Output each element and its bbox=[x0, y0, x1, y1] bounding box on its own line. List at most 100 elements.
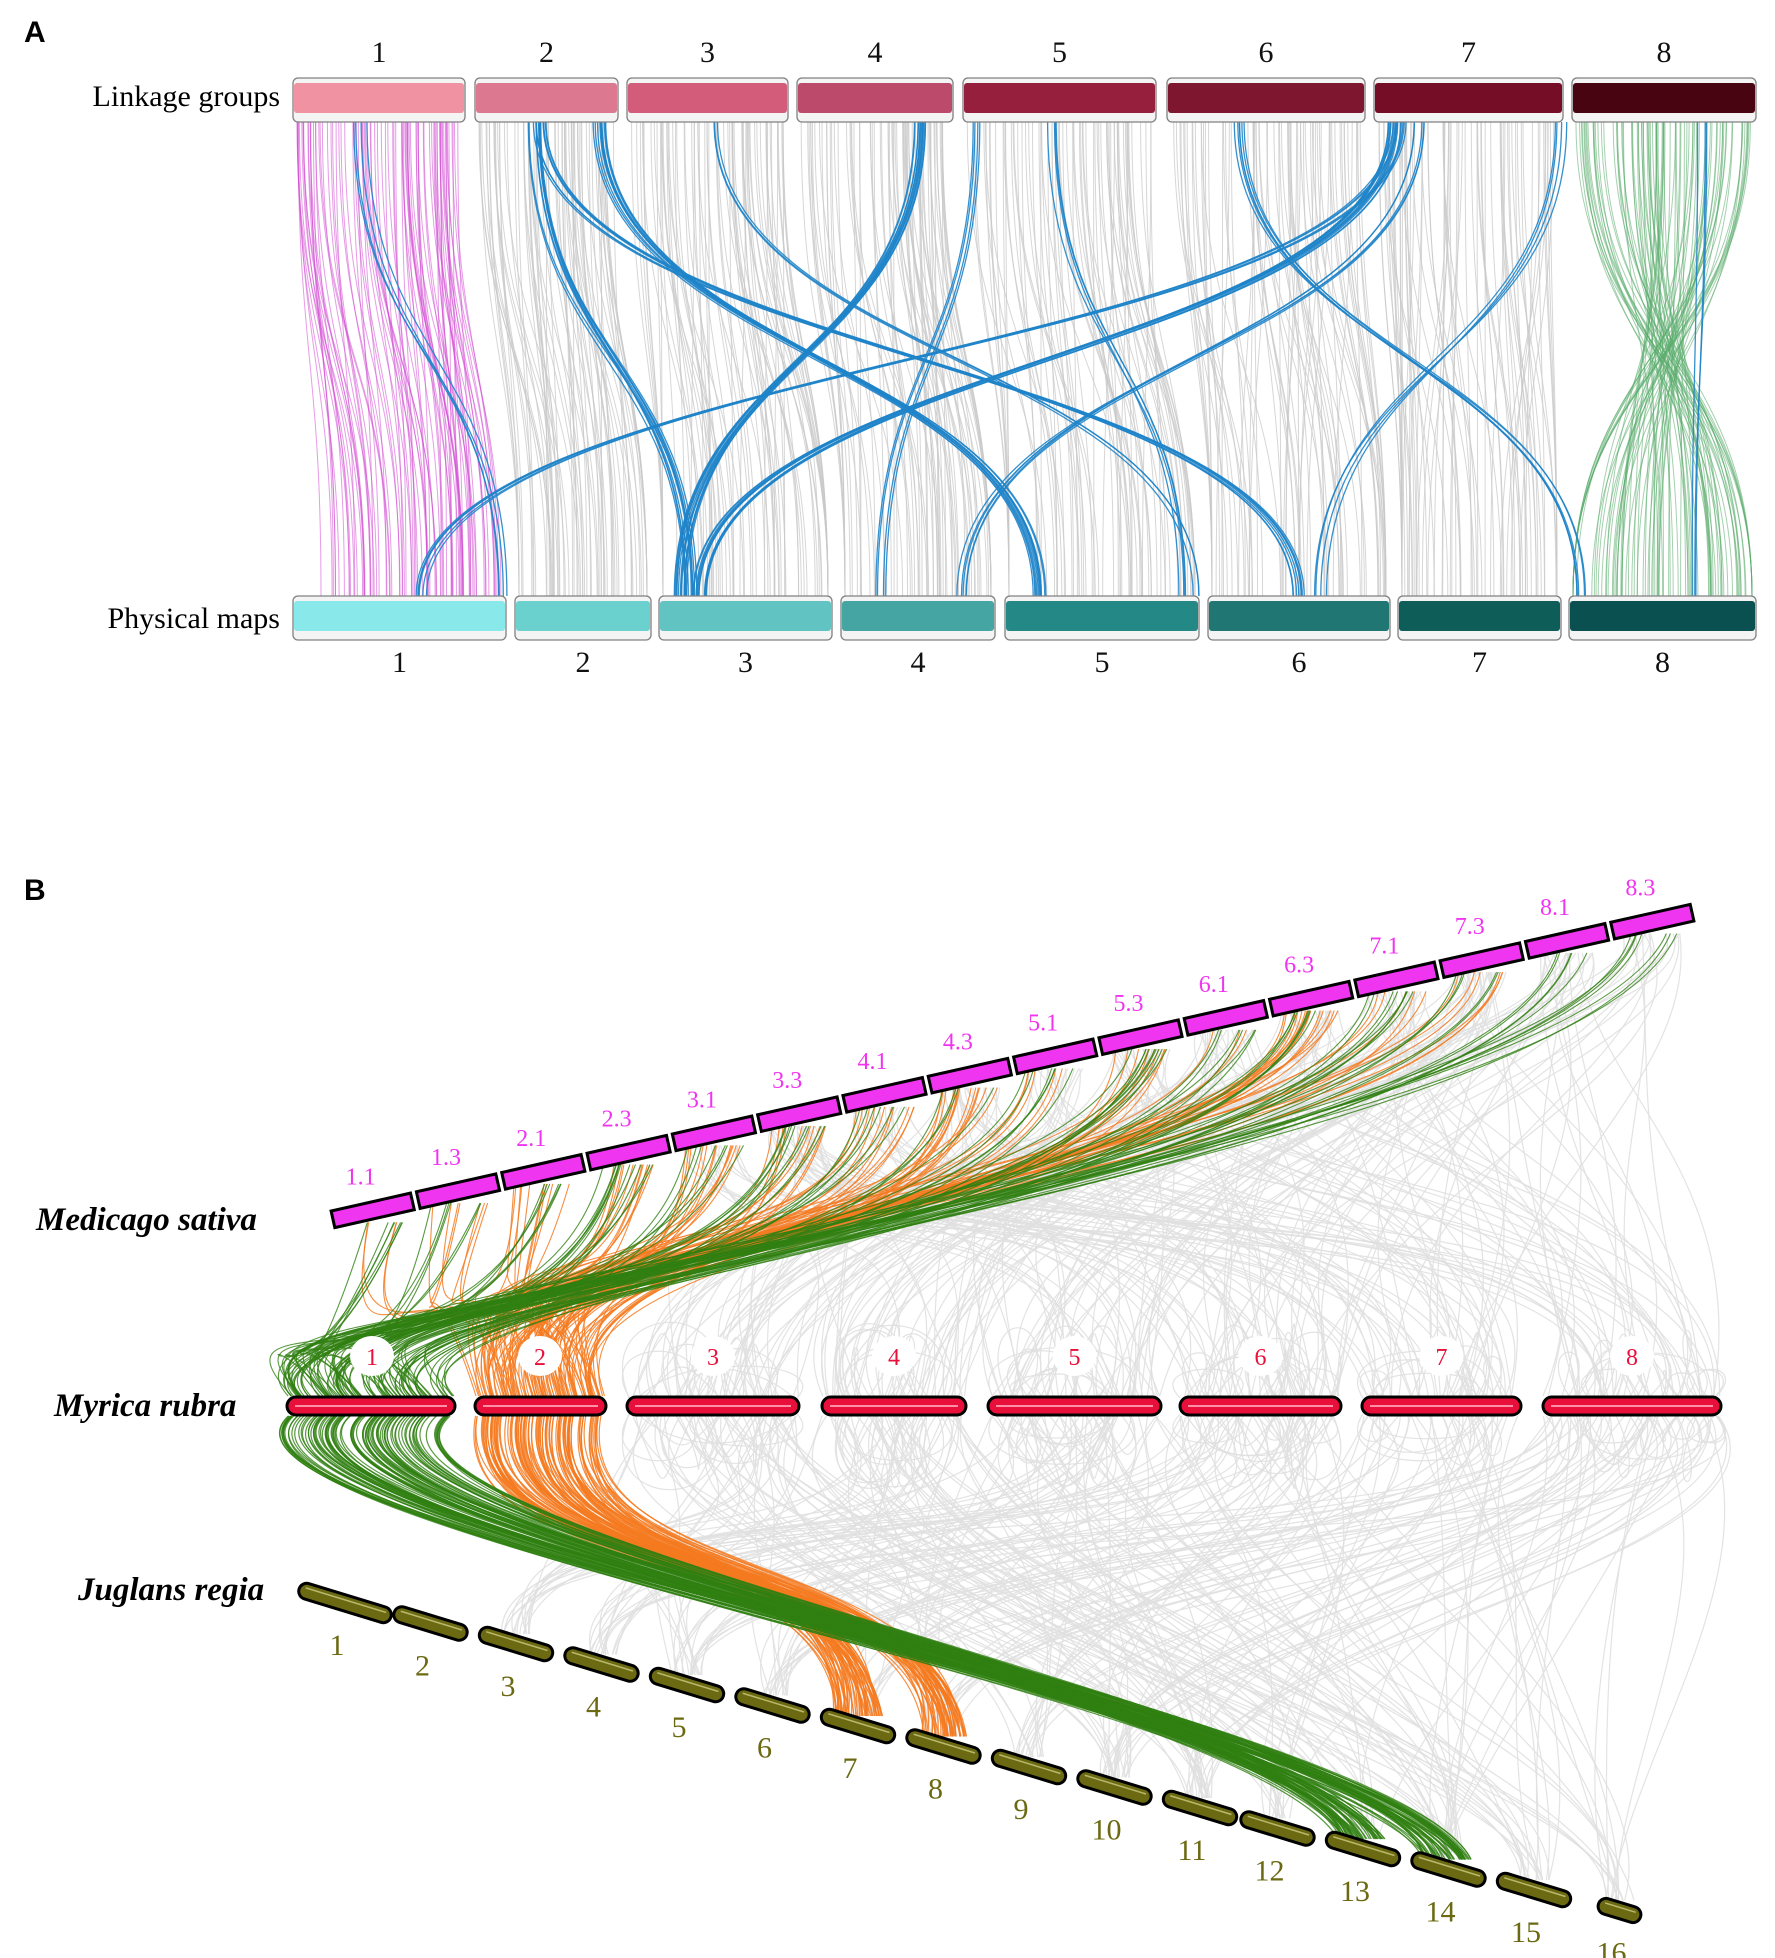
juglans-chromosome-6 bbox=[734, 1687, 811, 1725]
juglans-body-16 bbox=[1596, 1896, 1643, 1924]
linkage-group-label-7: 7 bbox=[1461, 36, 1476, 69]
linkage-group-fill-4 bbox=[798, 83, 952, 113]
linkage-group-fill-5 bbox=[964, 83, 1155, 113]
collinear-link bbox=[632, 122, 663, 596]
juglans-label-4: 4 bbox=[586, 1691, 601, 1724]
linkage-group-fill-3 bbox=[628, 83, 787, 113]
physical-map-fill-8 bbox=[1570, 601, 1755, 631]
juglans-chromosome-2 bbox=[392, 1605, 469, 1643]
gray-link bbox=[1126, 1416, 1658, 1778]
linkage-group-fill-2 bbox=[476, 83, 617, 113]
collinear-link bbox=[601, 122, 602, 596]
physical-map-label-5: 5 bbox=[1095, 646, 1110, 679]
panel-b-letter: B bbox=[24, 874, 46, 907]
collinear-link bbox=[709, 122, 710, 596]
juglans-label-13: 13 bbox=[1340, 1875, 1370, 1908]
juglans-label-12: 12 bbox=[1255, 1855, 1285, 1888]
species-juglans-regia: Juglans regia bbox=[77, 1572, 264, 1608]
juglans-label-15: 15 bbox=[1511, 1916, 1541, 1949]
juglans-label-11: 11 bbox=[1178, 1834, 1207, 1867]
medicago-label-1.1: 1.1 bbox=[346, 1164, 376, 1190]
medicago-segment-16 bbox=[1611, 904, 1694, 939]
physical-maps-label: Physical maps bbox=[108, 602, 281, 635]
medicago-label-5.3: 5.3 bbox=[1113, 991, 1143, 1017]
juglans-label-8: 8 bbox=[928, 1773, 943, 1806]
myrica-label-2: 2 bbox=[534, 1345, 546, 1371]
juglans-label-10: 10 bbox=[1092, 1814, 1122, 1847]
medicago-segment-4 bbox=[587, 1135, 670, 1170]
juglans-chromosome-15 bbox=[1495, 1871, 1572, 1909]
medicago-label-6.3: 6.3 bbox=[1284, 953, 1314, 979]
juglans-body-1 bbox=[297, 1581, 393, 1624]
linkage-group-label-5: 5 bbox=[1052, 36, 1067, 69]
physical-maps: 12345678 bbox=[293, 596, 1756, 679]
juglans-chromosome-16 bbox=[1596, 1896, 1643, 1924]
myrica-label-5: 5 bbox=[1069, 1345, 1081, 1371]
species-medicago-sativa: Medicago sativa bbox=[35, 1202, 257, 1238]
physical-map-fill-3 bbox=[660, 601, 831, 631]
physical-map-label-1: 1 bbox=[392, 646, 407, 679]
physical-map-fill-5 bbox=[1006, 601, 1198, 631]
physical-map-fill-6 bbox=[1209, 601, 1389, 631]
medicago-segment-8 bbox=[928, 1058, 1011, 1093]
medicago-label-3.3: 3.3 bbox=[772, 1068, 802, 1094]
medicago-label-2.1: 2.1 bbox=[516, 1126, 546, 1152]
collinear-link bbox=[1503, 122, 1519, 596]
juglans-label-6: 6 bbox=[757, 1732, 772, 1765]
medicago-label-2.3: 2.3 bbox=[602, 1107, 632, 1133]
medicago-label-5.1: 5.1 bbox=[1028, 1010, 1058, 1036]
collinear-link bbox=[537, 122, 558, 596]
translocation-link bbox=[966, 122, 1424, 596]
physical-map-fill-2 bbox=[516, 601, 650, 631]
collinear-link bbox=[637, 122, 663, 596]
linkage-group-label-2: 2 bbox=[539, 36, 554, 69]
linkage-group-label-6: 6 bbox=[1259, 36, 1274, 69]
medicago-label-3.1: 3.1 bbox=[687, 1087, 717, 1113]
collinear-link bbox=[1465, 122, 1471, 596]
linkage-groups-label: Linkage groups bbox=[93, 80, 280, 113]
gray-link bbox=[1595, 1416, 1658, 1901]
medicago-label-7.3: 7.3 bbox=[1455, 914, 1485, 940]
linkage-group-label-4: 4 bbox=[868, 36, 883, 69]
physical-map-label-7: 7 bbox=[1472, 646, 1487, 679]
translocation-link bbox=[593, 122, 1035, 596]
medicago-label-8.1: 8.1 bbox=[1540, 895, 1570, 921]
medicago-label-4.3: 4.3 bbox=[943, 1030, 973, 1056]
collinear-link bbox=[1041, 122, 1042, 596]
juglans-body-5 bbox=[648, 1666, 725, 1704]
juglans-body-7 bbox=[819, 1707, 896, 1745]
medicago-segment-15 bbox=[1525, 924, 1608, 959]
juglans-chromosome-5 bbox=[648, 1666, 725, 1704]
linkage-group-fill-8 bbox=[1573, 83, 1755, 113]
juglans-body-11 bbox=[1161, 1789, 1238, 1827]
gray-loop bbox=[622, 1351, 695, 1398]
juglans-body-2 bbox=[392, 1605, 469, 1643]
medicago-label-6.1: 6.1 bbox=[1199, 972, 1229, 998]
physical-map-label-6: 6 bbox=[1292, 646, 1307, 679]
myrica-label-3: 3 bbox=[707, 1345, 719, 1371]
myrica-label-8: 8 bbox=[1626, 1345, 1638, 1371]
juglans-chromosome-4 bbox=[563, 1646, 640, 1684]
juglans-label-7: 7 bbox=[843, 1752, 858, 1785]
physical-map-fill-4 bbox=[842, 601, 994, 631]
figure: A Linkage groups Physical maps 12345678 … bbox=[0, 0, 1775, 1958]
medicago-segment-14 bbox=[1440, 943, 1523, 978]
translocation-link bbox=[1048, 122, 1184, 596]
translocation-link bbox=[677, 122, 923, 596]
gray-link bbox=[1607, 1416, 1656, 1901]
linkage-group-fill-7 bbox=[1375, 83, 1562, 113]
physical-map-label-2: 2 bbox=[576, 646, 591, 679]
juglans-body-4 bbox=[563, 1646, 640, 1684]
collinear-link bbox=[742, 122, 775, 596]
juglans-label-9: 9 bbox=[1014, 1793, 1029, 1826]
myrica-label-1: 1 bbox=[366, 1345, 378, 1371]
linkage-group-label-3: 3 bbox=[700, 36, 715, 69]
collinear-link bbox=[1193, 122, 1244, 596]
medicago-label-7.1: 7.1 bbox=[1369, 933, 1399, 959]
collinear-link bbox=[1477, 122, 1478, 596]
collinear-link bbox=[1422, 122, 1451, 596]
juglans-chromosome-7 bbox=[819, 1707, 896, 1745]
linkage-group-fill-6 bbox=[1168, 83, 1364, 113]
collinear-link bbox=[747, 122, 775, 596]
medicago-label-8.3: 8.3 bbox=[1625, 876, 1655, 902]
